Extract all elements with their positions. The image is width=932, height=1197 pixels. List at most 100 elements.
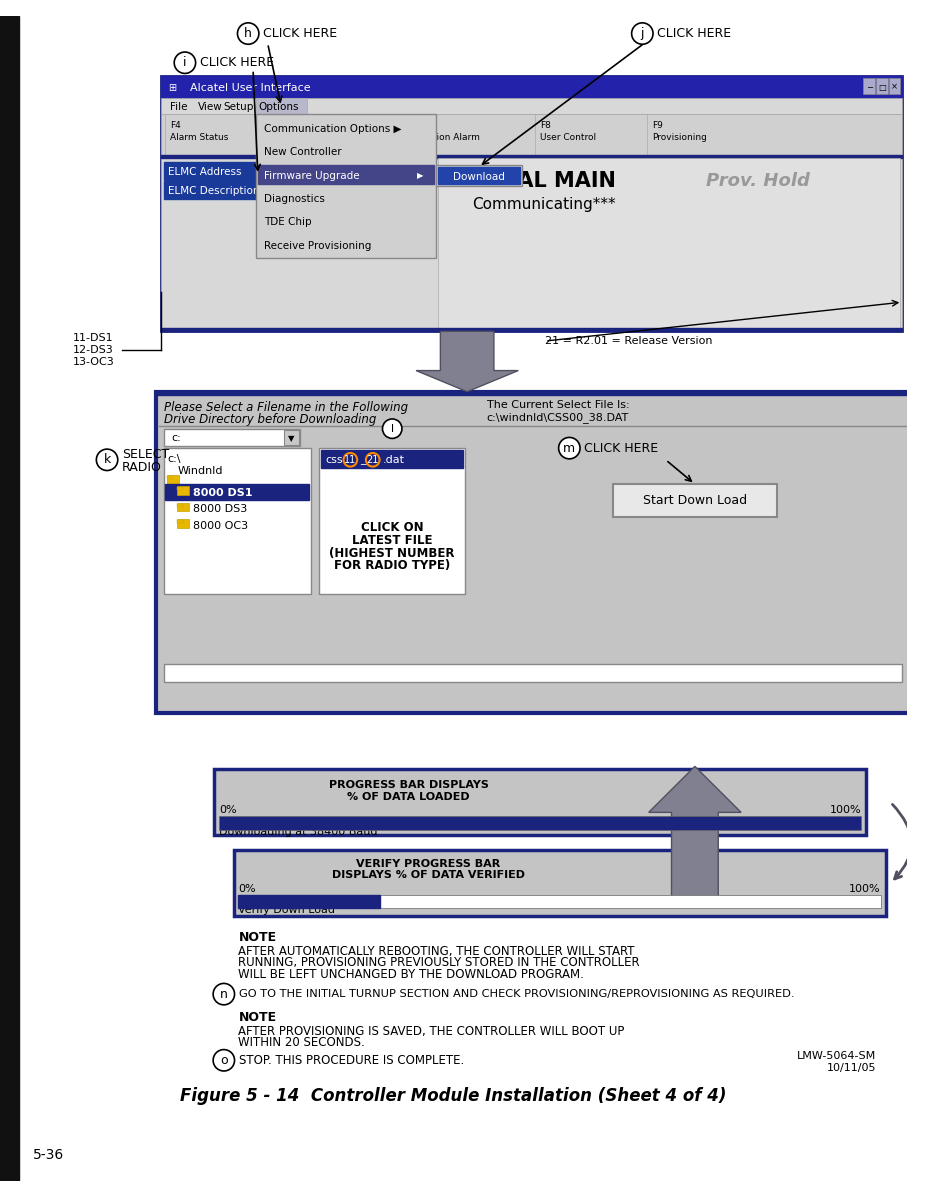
Text: LATEST FILE: LATEST FILE [352, 534, 432, 547]
Bar [322, 450, 463, 468]
Circle shape [213, 1050, 235, 1071]
Text: □: □ [878, 83, 885, 91]
Text: 0%: 0% [219, 806, 237, 815]
Bar [284, 430, 299, 445]
Circle shape [213, 984, 235, 1004]
Text: F4: F4 [171, 122, 181, 130]
Text: 12-DS3: 12-DS3 [73, 345, 114, 354]
Text: ELMC Address: ELMC Address [169, 166, 242, 177]
Text: Download: Download [453, 171, 505, 182]
Text: k: k [103, 454, 111, 467]
Text: i: i [184, 56, 186, 69]
Bar [876, 78, 887, 93]
Bar [160, 158, 902, 328]
Text: Alcatel User Interface: Alcatel User Interface [190, 83, 310, 93]
Text: l: l [391, 424, 394, 433]
Text: 5-36: 5-36 [33, 1148, 64, 1162]
Text: Downloading at 38400 Baud: Downloading at 38400 Baud [219, 827, 377, 837]
Text: ─: ─ [867, 83, 871, 91]
Circle shape [174, 51, 196, 73]
Bar [219, 816, 861, 830]
Text: n: n [220, 988, 227, 1001]
Bar [160, 77, 902, 332]
Bar [256, 115, 436, 259]
Text: Prov. Hold: Prov. Hold [706, 172, 810, 190]
Bar [163, 182, 288, 199]
Text: Communication Options ▶: Communication Options ▶ [264, 124, 402, 134]
Bar [863, 78, 875, 93]
Bar [160, 156, 902, 158]
Text: VERIFY PROGRESS BAR: VERIFY PROGRESS BAR [356, 858, 500, 869]
FancyArrowPatch shape [893, 804, 911, 879]
Text: Station Alarm: Station Alarm [418, 133, 480, 142]
Bar [156, 391, 910, 395]
Text: ⊞: ⊞ [169, 83, 176, 93]
Text: F9: F9 [652, 122, 663, 130]
Bar [214, 770, 866, 836]
Text: F7: F7 [418, 122, 430, 130]
Text: c:\: c:\ [168, 454, 181, 464]
Bar [239, 895, 379, 909]
Text: NOTE: NOTE [239, 1011, 277, 1023]
Text: 10/11/05: 10/11/05 [827, 1063, 876, 1073]
Text: LOCAL MAIN: LOCAL MAIN [472, 171, 616, 192]
Text: CLICK ON: CLICK ON [361, 522, 423, 534]
Bar [0, 16, 20, 1181]
Bar [168, 475, 179, 484]
Text: Verify Down Load: Verify Down Load [239, 905, 336, 916]
Text: ▶: ▶ [417, 171, 423, 180]
Text: WITHIN 20 SECONDS.: WITHIN 20 SECONDS. [239, 1037, 365, 1050]
Bar [163, 162, 288, 180]
Text: CLICK HERE: CLICK HERE [657, 28, 731, 40]
Text: Please Select a Filename in the Following: Please Select a Filename in the Followin… [163, 401, 407, 414]
Bar [177, 486, 189, 494]
Text: 100%: 100% [849, 885, 881, 894]
Bar [160, 328, 902, 332]
Text: File: File [171, 102, 188, 111]
Polygon shape [649, 766, 741, 898]
Text: Diagnostics: Diagnostics [264, 194, 324, 203]
Text: Start Down Load: Start Down Load [643, 494, 747, 508]
Bar [163, 448, 311, 594]
Text: Windnld: Windnld [177, 467, 223, 476]
Bar [234, 850, 885, 916]
Text: GO TO THE INITIAL TURNUP SECTION AND CHECK PROVISIONING/REPROVISIONING AS REQUIR: GO TO THE INITIAL TURNUP SECTION AND CHE… [240, 989, 795, 999]
Text: 13-OC3: 13-OC3 [73, 357, 115, 366]
Circle shape [558, 437, 580, 458]
Circle shape [238, 23, 259, 44]
Text: (HIGHEST NUMBER: (HIGHEST NUMBER [329, 547, 455, 560]
Bar [163, 664, 902, 682]
Bar [160, 115, 902, 156]
Text: TDE Chip: TDE Chip [264, 218, 311, 227]
FancyArrowPatch shape [917, 824, 932, 899]
Text: Communicating***: Communicating*** [472, 198, 616, 212]
Text: Drive Directory before Downloading: Drive Directory before Downloading [163, 413, 376, 426]
Circle shape [96, 449, 117, 470]
Bar [177, 504, 183, 506]
Text: 8000 DS1: 8000 DS1 [193, 488, 253, 498]
Bar [160, 98, 902, 115]
Text: STOP. THIS PROCEDURE IS COMPLETE.: STOP. THIS PROCEDURE IS COMPLETE. [240, 1053, 465, 1067]
Bar [177, 487, 183, 490]
Text: Provisioning: Provisioning [652, 133, 707, 142]
Text: LMW-5064-SM: LMW-5064-SM [797, 1051, 876, 1062]
Bar [156, 391, 910, 713]
Text: h: h [244, 28, 253, 40]
Text: RUNNING, PROVISIONING PREVIOUSLY STORED IN THE CONTROLLER: RUNNING, PROVISIONING PREVIOUSLY STORED … [239, 956, 640, 970]
Text: CLICK HERE: CLICK HERE [584, 442, 658, 455]
Text: DISPLAYS % OF DATA VERIFIED: DISPLAYS % OF DATA VERIFIED [332, 870, 525, 880]
Text: ▼: ▼ [288, 433, 295, 443]
Text: RADIO: RADIO [122, 461, 161, 474]
Bar [436, 165, 522, 187]
Text: Firmware Upgrade: Firmware Upgrade [264, 171, 360, 181]
Bar [438, 158, 900, 328]
Circle shape [382, 419, 402, 438]
Text: ELMC Descriptions: ELMC Descriptions [169, 187, 266, 196]
Text: 21 = R2.01 = Release Version: 21 = R2.01 = Release Version [545, 336, 712, 346]
Bar [239, 895, 881, 909]
Bar [177, 521, 183, 523]
Bar [613, 484, 776, 517]
Text: Figure 5 - 14  Controller Module Installation (Sheet 4 of 4): Figure 5 - 14 Controller Module Installa… [180, 1087, 727, 1105]
Text: Performance: Performance [316, 133, 374, 142]
Text: m: m [563, 442, 575, 455]
